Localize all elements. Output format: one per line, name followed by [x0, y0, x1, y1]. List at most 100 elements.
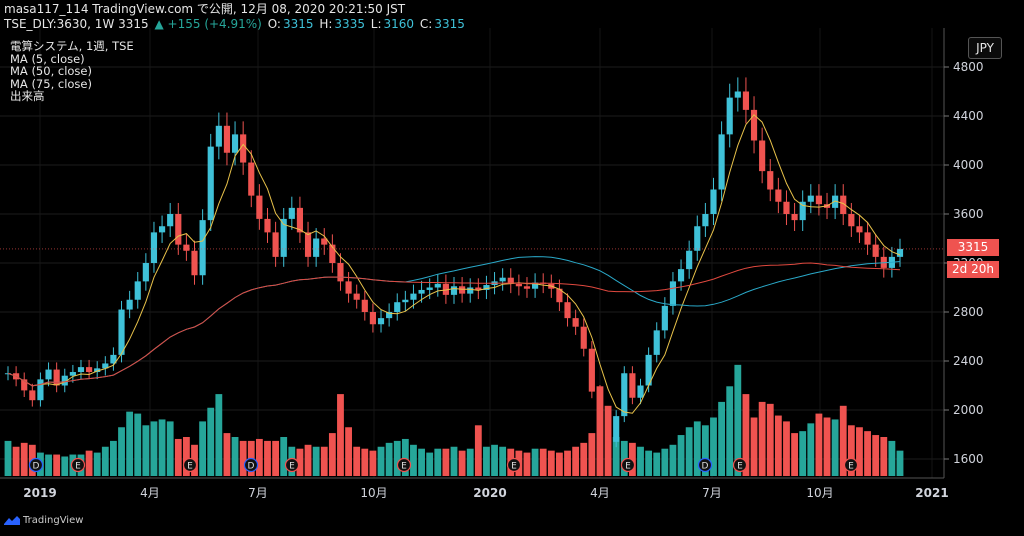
volume-bar [645, 450, 653, 476]
legend-title[interactable]: 電算システム, 1週, TSE [10, 39, 134, 53]
footer: TradingView [4, 515, 83, 526]
time-tick-label: 2019 [23, 486, 56, 500]
candle-body [353, 293, 360, 300]
candle-body [791, 214, 798, 221]
volume-bar [556, 452, 563, 476]
volume-bar [466, 448, 474, 476]
earnings-marker: E [506, 457, 522, 473]
candle-body [158, 226, 166, 233]
candle-body [29, 390, 36, 401]
legend-ma75[interactable]: MA (75, close) [10, 76, 92, 91]
volume-bar [320, 446, 328, 476]
volume-bar [799, 431, 807, 476]
legend-volume[interactable]: 出来高 [10, 89, 45, 103]
volume-bar [847, 425, 855, 476]
price-tick-label: 2800 [953, 305, 984, 319]
volume-bar [580, 442, 588, 476]
candle-body [702, 214, 709, 227]
volume-bar [531, 448, 539, 476]
volume-bar [523, 452, 531, 476]
close-value: 3315 [434, 17, 465, 31]
candle-body [840, 195, 847, 214]
candle-body [572, 318, 579, 327]
volume-bar [620, 440, 628, 476]
candle-body [483, 285, 490, 290]
volume-bar [369, 450, 377, 476]
price-axis: 160020002400280032003600400044004800 [944, 60, 984, 466]
volume-bar [20, 442, 28, 476]
volume-bar [337, 394, 344, 476]
volume-bar [677, 435, 685, 476]
candle-body [872, 244, 879, 257]
volume-bar [734, 364, 742, 476]
candle-body [361, 299, 368, 312]
legend-ma50[interactable]: MA (50, close) [10, 64, 92, 78]
candle-body [475, 287, 482, 290]
candle-body [450, 286, 458, 295]
earnings-marker: E [396, 457, 412, 473]
candle-body [426, 287, 433, 290]
candle-body [167, 214, 174, 227]
candle-body [329, 244, 336, 263]
marker-circle [284, 457, 300, 473]
candle-body [369, 312, 376, 325]
volume-bar [150, 421, 158, 476]
footer-brand[interactable]: TradingView [23, 515, 84, 526]
volume-bar [134, 413, 142, 476]
grid [0, 28, 944, 478]
time-tick-label: 4月 [140, 486, 160, 500]
legend-ma5[interactable]: MA (5, close) [10, 51, 85, 66]
volume-bar [726, 386, 734, 476]
volume-bar [353, 446, 361, 476]
volume-bar [872, 435, 880, 476]
candle-body [434, 283, 441, 288]
currency-button[interactable]: JPY [968, 37, 1002, 59]
symbol-label: TSE_DLY:3630, 1W 3315 [4, 17, 149, 31]
volume-bar [766, 403, 774, 476]
candle-body [231, 134, 239, 153]
candle-body [864, 232, 871, 245]
marker-circle [732, 457, 748, 473]
candle-body [272, 232, 279, 257]
volume-bar [110, 440, 117, 476]
candle-body [742, 91, 750, 110]
volume-bar [158, 419, 166, 476]
candle-body [718, 134, 725, 190]
time-tick-label: 2020 [473, 486, 506, 500]
candle-body [653, 330, 660, 355]
volume-bar [564, 450, 571, 476]
marker-circle [28, 457, 44, 473]
volume-bar [101, 446, 109, 476]
dividend-marker: D [697, 457, 713, 473]
marker-circle [70, 457, 86, 473]
time-tick-label: 2021 [915, 486, 948, 500]
volume-bar [61, 456, 69, 476]
volume-bar [458, 450, 466, 476]
volume-bar [539, 448, 547, 476]
candle-body [110, 354, 117, 364]
candle-body [775, 189, 782, 202]
price-tick-label: 4800 [953, 60, 984, 74]
volume-bar [361, 448, 369, 476]
candle-body [686, 250, 693, 270]
candle-body [750, 109, 758, 141]
candle-body [734, 91, 741, 98]
candle-body [264, 218, 271, 233]
change-label: ▲ +155 (+4.91%) [154, 17, 262, 31]
candle-body [142, 263, 149, 282]
volume-bar [166, 421, 174, 476]
volume-bar [328, 433, 336, 476]
volume-bar [410, 444, 417, 476]
candle-body [150, 232, 158, 263]
indicator-legend: 電算システム, 1週, TSE MA (5, close) MA (50, cl… [10, 40, 134, 103]
low-label: L: [370, 17, 382, 31]
candle-body [523, 286, 531, 289]
volume-bar [393, 440, 401, 476]
candle-body [669, 281, 677, 306]
earnings-marker: E [843, 457, 859, 473]
marker-circle [396, 457, 412, 473]
candle-body [248, 162, 255, 196]
volume-bar [701, 425, 709, 476]
candle-body [629, 373, 636, 398]
